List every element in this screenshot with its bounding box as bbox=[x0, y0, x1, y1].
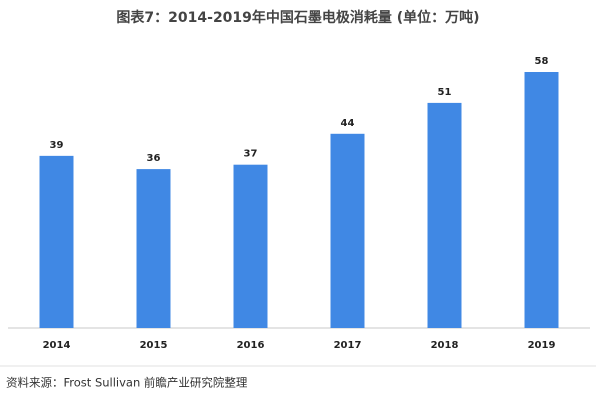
bar bbox=[330, 133, 365, 328]
source-note: 资料来源：Frost Sullivan 前瞻产业研究院整理 bbox=[6, 376, 248, 390]
x-tick-label: 2015 bbox=[140, 340, 168, 351]
value-label: 36 bbox=[147, 153, 161, 164]
value-label: 58 bbox=[535, 56, 549, 67]
bar bbox=[524, 72, 559, 328]
x-tick-label: 2018 bbox=[431, 340, 459, 351]
value-label: 51 bbox=[438, 87, 452, 98]
value-label: 37 bbox=[244, 149, 258, 160]
bar bbox=[233, 164, 268, 328]
x-tick-label: 2014 bbox=[43, 340, 71, 351]
bar bbox=[136, 169, 171, 328]
x-tick-label: 2016 bbox=[237, 340, 265, 351]
bar bbox=[39, 155, 74, 328]
value-label: 39 bbox=[50, 140, 64, 151]
bar bbox=[427, 102, 462, 329]
x-tick-label: 2017 bbox=[334, 340, 362, 351]
chart-title: 图表7：2014-2019年中国石墨电极消耗量 (单位：万吨) bbox=[116, 9, 479, 26]
x-tick-label: 2019 bbox=[528, 340, 556, 351]
value-label: 44 bbox=[341, 118, 355, 129]
